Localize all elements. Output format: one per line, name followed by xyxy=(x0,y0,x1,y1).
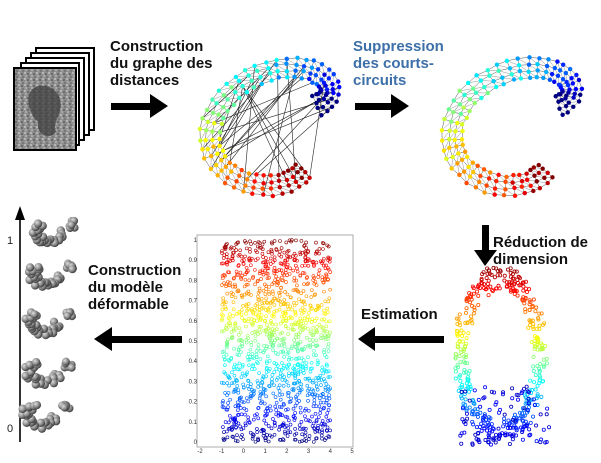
clean-graph-network xyxy=(439,55,585,198)
scatter-x-tick-label: 2 xyxy=(285,449,289,455)
scatter-x-tick-label: 1 xyxy=(263,449,267,455)
image-stack xyxy=(13,47,95,151)
scatter-y-tick-label: 0.1 xyxy=(189,420,198,426)
scatter-y-tick-label: 0.9 xyxy=(189,258,198,264)
model-axis: 1 0 xyxy=(7,206,25,442)
protein-conformations xyxy=(18,216,79,433)
scatter-y-tick-label: 1 xyxy=(194,238,198,244)
scatter-x-tick-label: -2 xyxy=(197,449,203,455)
label-short-circuit-removal: Suppression des courts- circuits xyxy=(353,38,444,89)
scatter-x-tick-label: -1 xyxy=(219,449,225,455)
scatter-y-tick-label: 0.5 xyxy=(189,339,198,345)
scatter-y-tick-label: 0 xyxy=(194,440,198,446)
label-distance-graph: Construction du graphe des distances xyxy=(110,38,213,89)
scatter-y-tick-label: 0.8 xyxy=(189,278,198,284)
dimension-reduction-embedding xyxy=(453,266,552,447)
scatter-x-tick-label: 5 xyxy=(350,449,354,455)
scatter-x-axis: -2 -1 0 1 2 3 4 5 xyxy=(197,449,354,455)
scatter-y-axis: 0 0.1 0.2 0.3 0.4 0.5 0.6 0.7 0.8 0.9 1 xyxy=(189,238,198,446)
scatter-y-tick-label: 0.3 xyxy=(189,379,198,385)
axis-top-label: 1 xyxy=(7,235,13,247)
scatter-y-tick-label: 0.4 xyxy=(189,359,198,365)
scatter-x-tick-label: 4 xyxy=(329,449,333,455)
estimation-scatter-plot: 0 0.1 0.2 0.3 0.4 0.5 0.6 0.7 0.8 0.9 1 -2 -1 0 1 2 3 4 5 xyxy=(189,234,354,455)
scatter-x-tick-label: 0 xyxy=(242,449,246,455)
scatter-y-tick-label: 0.2 xyxy=(189,400,198,406)
label-dimension-reduction: Réduction de dimension xyxy=(493,234,589,268)
arrow-step-1 xyxy=(111,94,168,118)
arrow-step-5 xyxy=(94,327,182,351)
arrow-step-2 xyxy=(355,94,409,118)
scatter-y-tick-label: 0.7 xyxy=(189,299,198,305)
axis-bottom-label: 0 xyxy=(7,423,13,435)
scatter-y-tick-label: 0.6 xyxy=(189,319,198,325)
distance-graph-network xyxy=(197,55,342,199)
arrow-step-3 xyxy=(474,225,497,266)
arrow-step-4 xyxy=(358,327,444,351)
scatter-x-tick-label: 3 xyxy=(307,449,311,455)
label-deformable-model: Construction du modèle déformable xyxy=(88,262,182,313)
label-estimation: Estimation xyxy=(361,306,438,323)
